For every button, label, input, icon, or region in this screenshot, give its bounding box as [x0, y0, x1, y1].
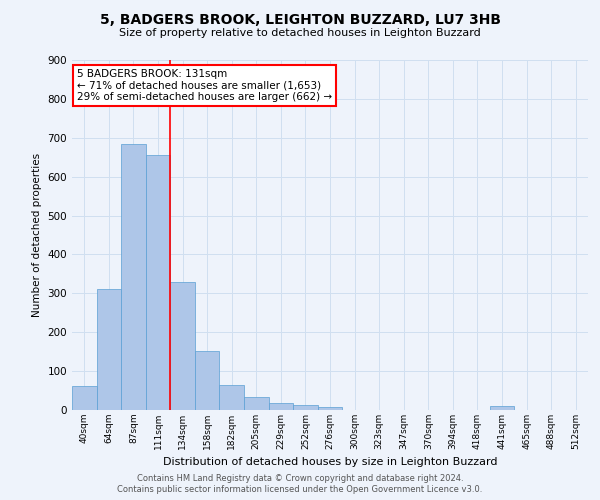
Bar	[195, 350, 220, 410]
Bar	[97, 290, 121, 410]
Y-axis label: Number of detached properties: Number of detached properties	[32, 153, 42, 317]
Bar	[490, 406, 514, 410]
Text: 5 BADGERS BROOK: 131sqm
← 71% of detached houses are smaller (1,653)
29% of semi: 5 BADGERS BROOK: 131sqm ← 71% of detache…	[77, 69, 332, 102]
Bar	[146, 156, 170, 410]
Bar	[220, 384, 244, 410]
Text: Size of property relative to detached houses in Leighton Buzzard: Size of property relative to detached ho…	[119, 28, 481, 38]
Text: 5, BADGERS BROOK, LEIGHTON BUZZARD, LU7 3HB: 5, BADGERS BROOK, LEIGHTON BUZZARD, LU7 …	[100, 12, 500, 26]
Bar	[121, 144, 146, 410]
Bar	[318, 408, 342, 410]
X-axis label: Distribution of detached houses by size in Leighton Buzzard: Distribution of detached houses by size …	[163, 458, 497, 468]
Bar	[170, 282, 195, 410]
Bar	[244, 397, 269, 410]
Bar	[72, 386, 97, 410]
Bar	[293, 406, 318, 410]
Text: Contains HM Land Registry data © Crown copyright and database right 2024.
Contai: Contains HM Land Registry data © Crown c…	[118, 474, 482, 494]
Bar	[269, 404, 293, 410]
